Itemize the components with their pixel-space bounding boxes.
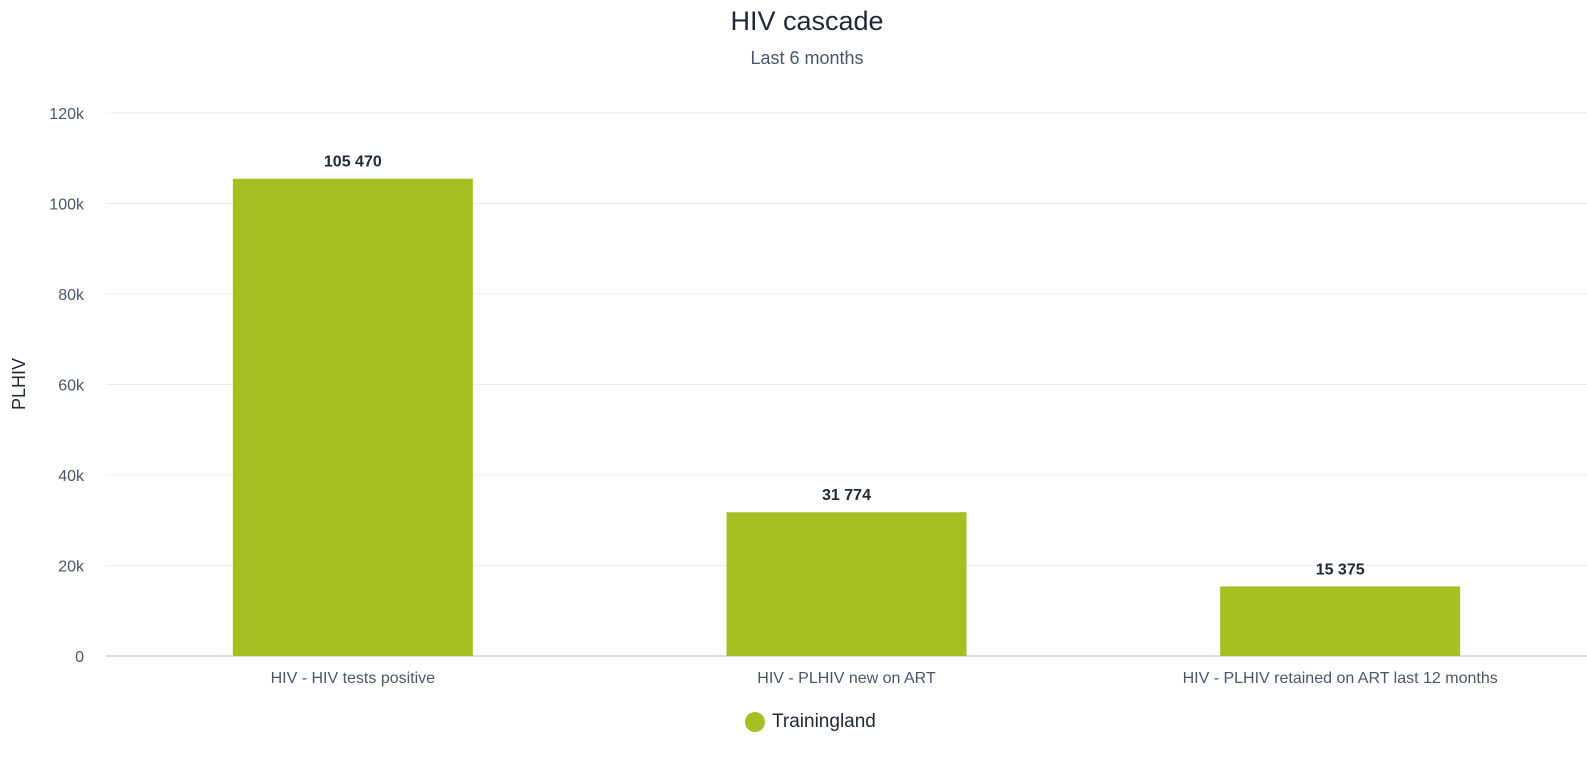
y-tick-label: 80k bbox=[58, 287, 85, 304]
data-label: 31 774 bbox=[822, 487, 871, 504]
chart-plot-area: 0 20k 40k 60k 80k 100k 120k PLHIV 105 470 HIV - … bbox=[9, 106, 1587, 687]
chart-title: HIV cascade bbox=[730, 6, 884, 36]
y-axis-title: PLHIV bbox=[9, 358, 29, 410]
legend-item-trainingland[interactable]: Trainingland bbox=[745, 711, 876, 733]
data-label: 105 470 bbox=[324, 154, 382, 171]
y-tick-label: 60k bbox=[58, 378, 85, 395]
y-tick-label: 0 bbox=[75, 649, 84, 666]
bar bbox=[726, 512, 967, 656]
labels: 105 470 HIV - HIV tests positive 31 774 HIV… bbox=[271, 154, 1498, 687]
y-tick-label: 100k bbox=[49, 197, 85, 214]
y-tick-label: 40k bbox=[58, 468, 85, 485]
data-label: 15 375 bbox=[1316, 561, 1365, 578]
bars bbox=[232, 178, 1461, 657]
x-tick-label: HIV - PLHIV new on ART bbox=[757, 670, 936, 687]
y-tick-label: 20k bbox=[58, 559, 85, 576]
bar bbox=[232, 178, 473, 657]
x-tick-label: HIV - HIV tests positive bbox=[271, 670, 436, 687]
legend-label: Trainingland bbox=[772, 711, 876, 732]
y-tick-label: 120k bbox=[49, 106, 85, 123]
bar bbox=[1220, 586, 1461, 656]
chart-subtitle: Last 6 months bbox=[750, 48, 864, 68]
x-tick-label: HIV - PLHIV retained on ART last 12 mont… bbox=[1183, 670, 1498, 687]
legend-marker-icon bbox=[745, 712, 765, 732]
